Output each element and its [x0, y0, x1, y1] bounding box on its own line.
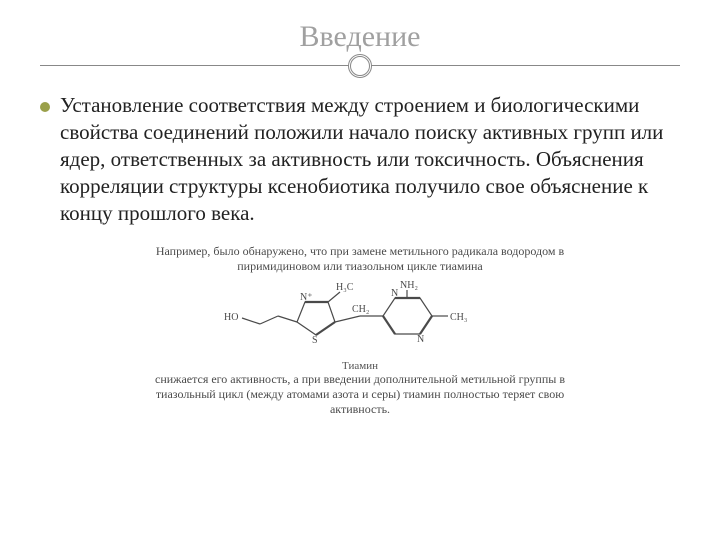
bullet-dot-icon — [40, 102, 50, 112]
thiamine-structure-icon: NH₂ CH₃ H₃C CH₂ HO N⁺ S N N — [210, 280, 510, 354]
label-oh: HO — [224, 312, 238, 323]
label-n-plus: N⁺ — [300, 292, 313, 303]
bullet-item: Установление соответствия между строение… — [40, 92, 680, 226]
figure-follow-up: снижается его активность, а при введении… — [130, 372, 590, 417]
figure: Например, было обнаружено, что при замен… — [130, 244, 590, 417]
label-ch3-right: CH₃ — [450, 312, 467, 323]
label-nh2: NH₂ — [400, 280, 418, 291]
figure-caption: Тиамин — [130, 360, 590, 372]
label-s: S — [312, 335, 318, 346]
ring-ornament-icon — [348, 54, 372, 78]
slide: Введение Установление соответствия между… — [0, 0, 720, 540]
label-n1: N — [391, 288, 398, 299]
title-block: Введение — [40, 20, 680, 78]
bullet-text: Установление соответствия между строение… — [60, 92, 680, 226]
label-ch3-left: H₃C — [336, 282, 354, 293]
label-n2: N — [417, 334, 424, 345]
slide-title: Введение — [40, 20, 680, 54]
label-ch2: CH₂ — [352, 304, 369, 315]
chemical-structure: NH₂ CH₃ H₃C CH₂ HO N⁺ S N N — [130, 280, 590, 354]
figure-lead-in: Например, было обнаружено, что при замен… — [130, 244, 590, 274]
content-area: Установление соответствия между строение… — [40, 92, 680, 417]
